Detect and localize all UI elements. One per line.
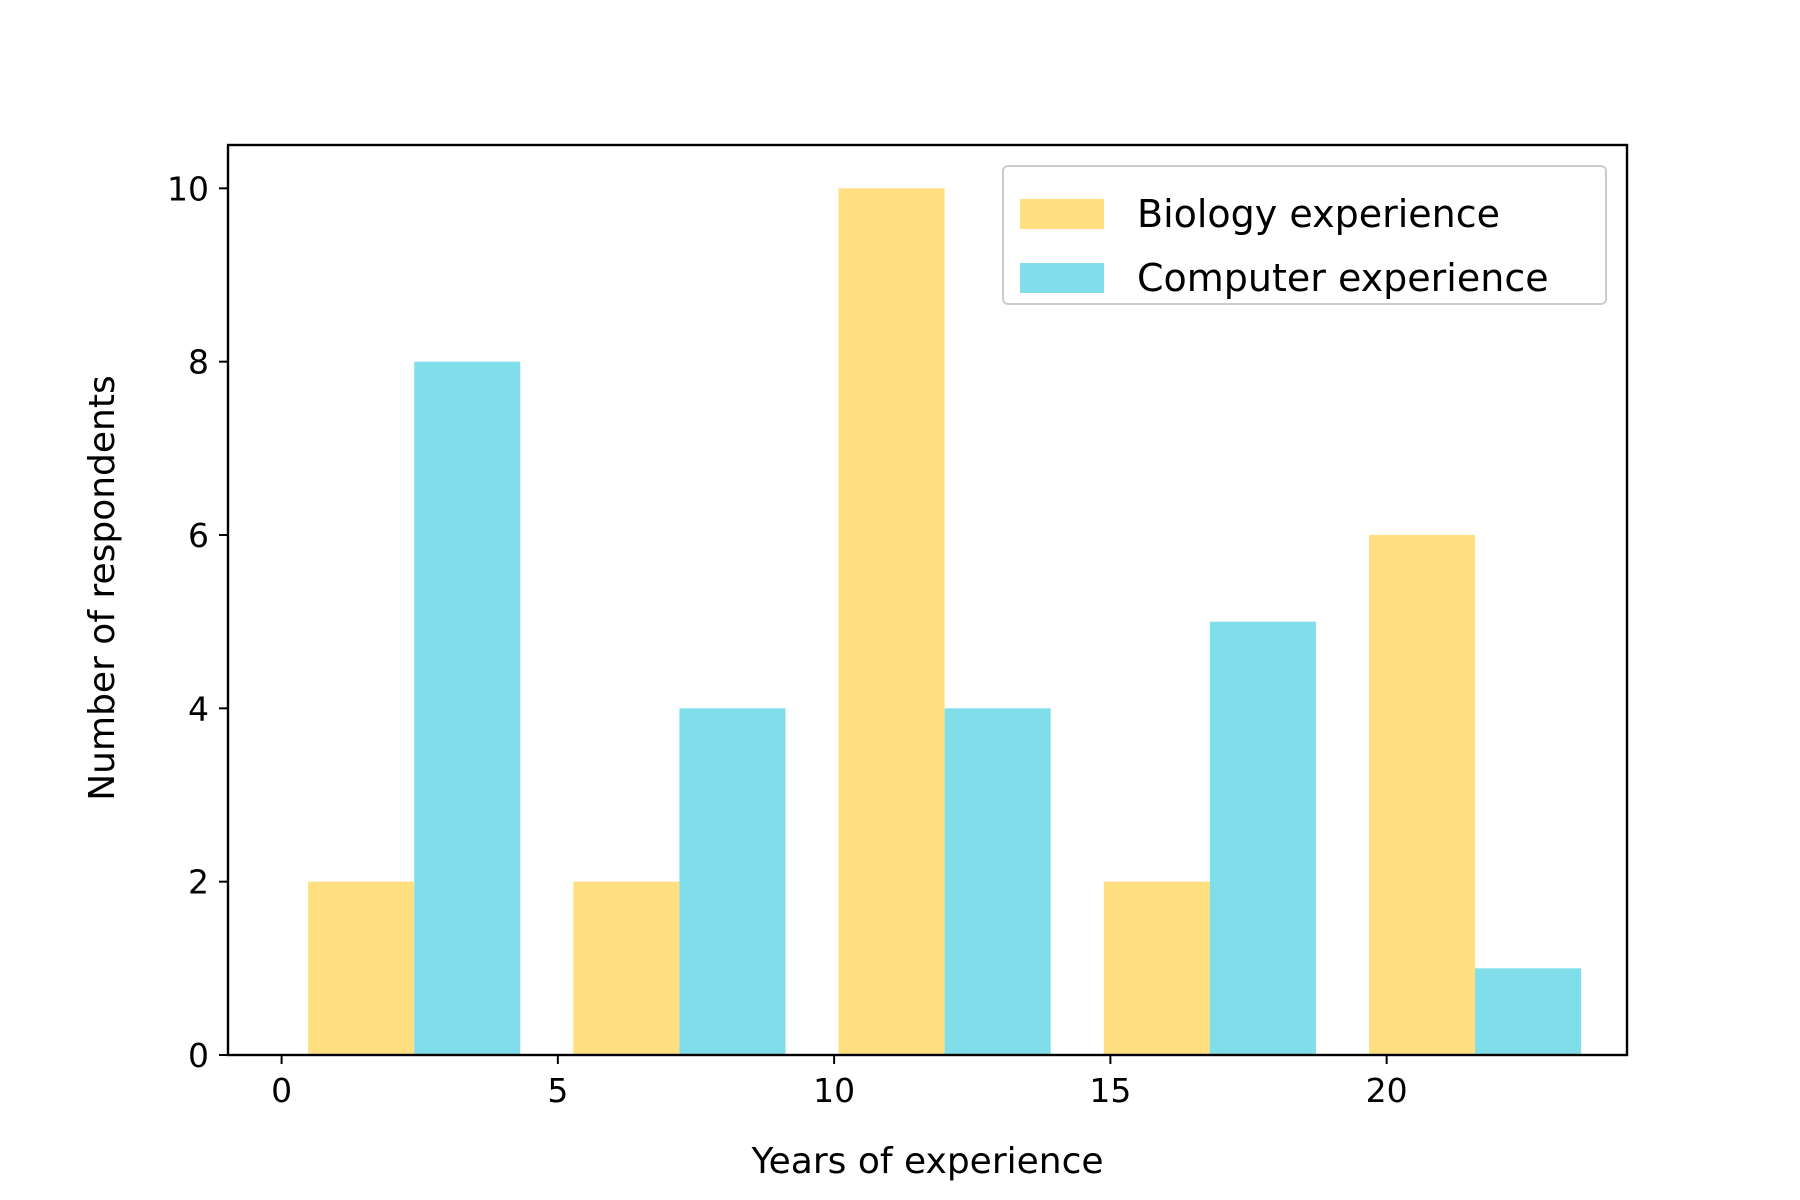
legend-swatch-2: [1020, 263, 1104, 293]
bar-series1-4: [1103, 881, 1210, 1055]
bar-series1-2: [573, 881, 680, 1055]
bar-series1-5: [1368, 535, 1476, 1055]
x-tick-label: 20: [1366, 1071, 1408, 1110]
y-tick-label: 0: [188, 1036, 209, 1075]
legend-swatch-1: [1020, 199, 1104, 229]
bar-series2-3: [944, 708, 1051, 1055]
bar-series2-4: [1209, 621, 1316, 1055]
y-tick-label: 8: [188, 343, 209, 382]
x-axis-ticks: 0 5 10 15 20: [271, 1055, 1408, 1110]
bar-series1-1: [308, 881, 415, 1055]
y-tick-label: 6: [188, 516, 209, 555]
legend-label-1: Biology experience: [1137, 192, 1500, 236]
legend-label-2: Computer experience: [1137, 256, 1549, 300]
x-tick-label: 5: [547, 1071, 568, 1110]
bars-layer: [308, 188, 1582, 1056]
bar-series2-5: [1475, 968, 1582, 1055]
bar-series1-3: [838, 188, 945, 1056]
y-tick-label: 4: [188, 689, 209, 728]
x-tick-label: 0: [271, 1071, 292, 1110]
bar-series2-2: [679, 708, 786, 1055]
x-tick-label: 15: [1089, 1071, 1131, 1110]
plot-frame: [226, 143, 1629, 1057]
y-axis-ticks: 0 2 4 6 8 10: [167, 169, 228, 1075]
x-axis-label: Years of experience: [750, 1141, 1103, 1182]
y-tick-label: 2: [188, 863, 209, 902]
x-tick-label: 10: [813, 1071, 855, 1110]
y-tick-label: 10: [167, 169, 209, 208]
legend: Biology experience Computer experience: [1002, 165, 1607, 305]
bar-series2-1: [414, 361, 521, 1056]
y-axis-label: Number of respondents: [82, 375, 123, 801]
legend-box: [1002, 165, 1607, 305]
